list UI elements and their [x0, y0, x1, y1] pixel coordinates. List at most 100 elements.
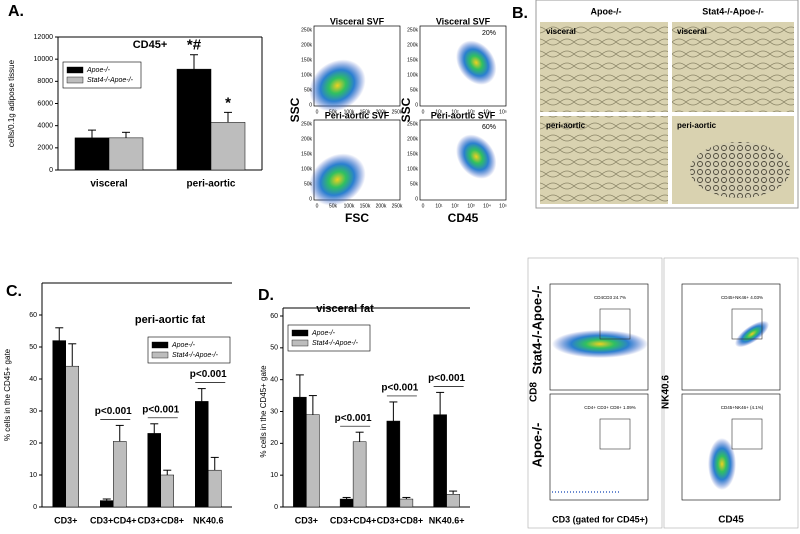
y-tick-label: 250k	[301, 121, 312, 127]
x-tick-label: 0	[316, 109, 319, 115]
annotation: *#	[187, 37, 202, 54]
y-tick-label: 200k	[407, 42, 418, 48]
legend-swatch	[291, 329, 309, 337]
y-tick-label: 0	[309, 102, 312, 108]
error-bar	[389, 401, 398, 422]
x-tick-label: CD3+	[295, 515, 318, 525]
x-tick-label: 10¹	[435, 109, 443, 115]
annotation: p<0.001	[190, 369, 227, 380]
micrograph-cells	[690, 142, 790, 198]
bar	[113, 441, 127, 508]
gate	[731, 308, 763, 340]
axis-label: NK40.6	[661, 375, 672, 409]
error-bar	[163, 469, 172, 475]
x-tick-label: 10³	[467, 203, 475, 209]
panel-label: C.	[6, 283, 22, 300]
gate	[599, 418, 631, 450]
error-bar	[190, 54, 198, 70]
axis-label: CD3 (gated for CD45+)	[552, 514, 648, 524]
annotation: p<0.001	[335, 413, 372, 424]
annotation: p<0.001	[428, 373, 465, 384]
density-cloud	[309, 59, 366, 112]
x-tick-label: CD3+CD8+	[137, 515, 184, 525]
y-tick-label: 100k	[407, 166, 418, 172]
error-bar	[115, 424, 124, 442]
bar	[195, 401, 209, 508]
micrograph	[540, 22, 668, 112]
x-tick-label: 150k	[360, 109, 371, 115]
x-tick-label: CD3+CD8+	[377, 515, 424, 525]
y-tick-label: 200k	[301, 136, 312, 142]
density-cloud	[309, 153, 366, 206]
error-bar	[402, 496, 411, 500]
row-label: peri-aortic	[546, 121, 586, 130]
flow-plot	[549, 393, 649, 501]
y-tick-label: 50k	[304, 87, 313, 93]
legend-swatch	[151, 341, 169, 349]
bar	[52, 340, 66, 508]
x-tick-label: 10⁵	[499, 109, 507, 115]
y-tick-label: 100k	[301, 166, 312, 172]
x-tick-label: 200k	[376, 203, 387, 209]
y-tick-label: 20	[270, 440, 278, 447]
bar	[386, 420, 401, 508]
legend-label: Apoe-/-	[86, 67, 111, 74]
row-label: peri-aortic	[677, 121, 717, 130]
y-axis-label: cells/0.1g adipose tissue	[7, 59, 16, 147]
density-cloud	[734, 320, 770, 348]
legend-label: Stat4-/-Apoe-/-	[312, 340, 359, 347]
x-tick-label: NK40.6+	[429, 515, 465, 525]
y-tick-label: 200k	[407, 136, 418, 142]
x-tick-label: 50k	[329, 203, 338, 209]
x-tick-label: CD3+CD4+	[330, 515, 377, 525]
plot-title: Peri-aortic SVF	[325, 110, 390, 120]
gate	[731, 418, 763, 450]
column-label: Stat4-/-Apoe-/-	[702, 6, 764, 16]
y-tick-label: 0	[415, 196, 418, 202]
density-cloud	[456, 134, 497, 179]
x-tick-label: 250k	[392, 203, 403, 209]
bar	[210, 122, 246, 171]
error-bar	[295, 374, 304, 398]
x-tick-label: 250k	[392, 109, 403, 115]
x-tick-label: 10⁵	[499, 203, 507, 209]
bar	[399, 498, 414, 508]
y-tick-label: 30	[270, 408, 278, 415]
row-label: Apoe-/-	[529, 423, 544, 468]
legend-label: Apoe-/-	[171, 342, 196, 349]
bar	[306, 414, 320, 508]
y-tick-label: 60	[270, 313, 278, 320]
gate-label: CD4+ CD3+ CD8+ 1.09%	[584, 405, 635, 410]
panel-label: A.	[8, 3, 24, 20]
bar	[446, 494, 460, 508]
error-bar	[102, 498, 111, 501]
y-tick-label: 250k	[407, 121, 418, 127]
x-tick-label: 0	[316, 203, 319, 209]
panel-label: D.	[258, 287, 274, 304]
plot-title: Visceral SVF	[330, 16, 385, 26]
bar	[108, 137, 144, 171]
y-tick-label: 8000	[37, 78, 53, 85]
plot-title: Visceral SVF	[436, 16, 491, 26]
y-tick-label: 30	[29, 408, 37, 415]
y-tick-label: 40	[29, 376, 37, 383]
bar	[339, 498, 354, 508]
bar	[160, 474, 174, 508]
y-tick-label: 40	[270, 377, 278, 384]
gate-label: 60%	[482, 124, 496, 131]
micrograph	[540, 116, 668, 204]
y-tick-label: 20	[29, 440, 37, 447]
x-tick-label: 10⁴	[483, 203, 491, 209]
panel-label: B.	[512, 5, 528, 22]
panel-labels: A. B. C. D.	[6, 3, 528, 304]
y-tick-label: 0	[33, 504, 37, 511]
bar	[433, 414, 447, 508]
y-tick-label: 150k	[301, 151, 312, 157]
x-tick-label: CD3+	[54, 515, 77, 525]
y-tick-label: 2000	[37, 145, 53, 152]
x-tick-label: 100k	[344, 203, 355, 209]
axis-label: CD8	[529, 382, 540, 402]
bar	[293, 396, 307, 508]
bar	[176, 68, 212, 171]
